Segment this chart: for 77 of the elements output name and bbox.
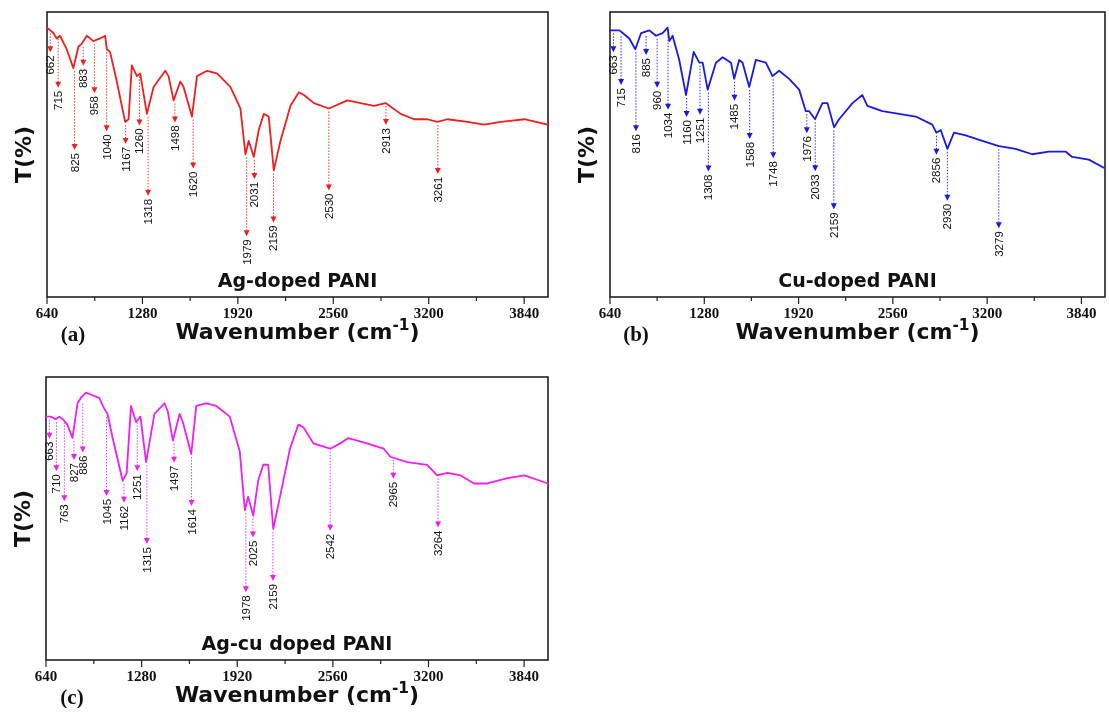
annotation: 1167 bbox=[119, 146, 132, 172]
annotation: 1620 bbox=[187, 171, 200, 198]
annotation: 2913 bbox=[379, 128, 392, 154]
annotation: 816 bbox=[629, 134, 642, 154]
annotation: 1045 bbox=[100, 498, 113, 525]
annotation: 2159 bbox=[827, 212, 840, 238]
annotation: 2159 bbox=[266, 583, 279, 610]
annotation: 883 bbox=[77, 68, 90, 89]
annotation: 715 bbox=[52, 90, 65, 110]
annotation: 2530 bbox=[322, 193, 335, 220]
y-axis-title: T(%) bbox=[11, 125, 36, 184]
annotation: 710 bbox=[50, 474, 63, 494]
annotation: 2930 bbox=[941, 203, 954, 230]
annotation: 1588 bbox=[743, 141, 756, 168]
annotation: 958 bbox=[88, 96, 101, 116]
text: Cu-doped PANI bbox=[778, 269, 937, 291]
annotation: 2033 bbox=[809, 174, 822, 200]
x-tick-label: 3200 bbox=[413, 668, 444, 684]
annotation: 1978 bbox=[239, 595, 252, 621]
annotation: 2031 bbox=[248, 181, 261, 208]
annotation: 1318 bbox=[142, 198, 155, 225]
annotation: 2965 bbox=[387, 481, 400, 508]
annotation: 2159 bbox=[267, 225, 280, 252]
annotation: 1498 bbox=[168, 125, 181, 151]
annotation: 2856 bbox=[930, 157, 943, 184]
annotation: 2542 bbox=[324, 533, 337, 560]
text: (b) bbox=[623, 322, 649, 346]
text: (c) bbox=[60, 685, 84, 709]
y-axis-title: T(%) bbox=[10, 489, 35, 548]
y-axis-title: T(%) bbox=[574, 125, 599, 184]
annotation: 960 bbox=[651, 90, 664, 110]
annotation: 1034 bbox=[662, 112, 675, 139]
annotation: 3264 bbox=[432, 529, 445, 557]
x-tick-label: 1280 bbox=[127, 305, 158, 321]
annotation: 885 bbox=[640, 58, 653, 78]
text: Ag-doped PANI bbox=[217, 269, 378, 291]
x-tick-label: 640 bbox=[34, 668, 58, 684]
text: Ag-cu doped PANI bbox=[201, 632, 393, 654]
annotation: 2025 bbox=[246, 540, 259, 567]
annotation: 1485 bbox=[728, 103, 741, 130]
annotation: 662 bbox=[44, 55, 57, 75]
annotation: 1748 bbox=[767, 161, 780, 187]
annotation: 1040 bbox=[100, 134, 113, 160]
x-tick-label: 1920 bbox=[222, 668, 253, 684]
x-tick-label: 3840 bbox=[1066, 305, 1097, 321]
x-tick-label: 1920 bbox=[783, 305, 814, 321]
annotation: 1308 bbox=[702, 174, 715, 201]
annotation: 1979 bbox=[240, 239, 253, 265]
annotation: 1315 bbox=[140, 547, 153, 573]
annotation: 1160 bbox=[680, 120, 693, 145]
x-tick-label: 3840 bbox=[509, 668, 540, 684]
annotation: 3279 bbox=[992, 231, 1005, 257]
annotation: 1614 bbox=[185, 508, 198, 535]
x-tick-label: 2560 bbox=[317, 668, 348, 684]
x-tick-label: 1280 bbox=[689, 305, 720, 321]
x-tick-label: 640 bbox=[35, 305, 59, 321]
annotation: 1497 bbox=[168, 465, 181, 492]
annotation: 825 bbox=[68, 153, 81, 173]
annotation: 663 bbox=[607, 55, 620, 75]
x-tick-label: 3200 bbox=[972, 305, 1003, 321]
annotation: 1251 bbox=[131, 474, 144, 500]
x-tick-label: 1920 bbox=[222, 305, 253, 321]
x-tick-label: 2560 bbox=[318, 305, 349, 321]
annotation: 1251 bbox=[694, 117, 707, 144]
annotation: 1976 bbox=[800, 136, 813, 162]
x-tick-label: 1280 bbox=[126, 668, 157, 684]
x-tick-label: 3840 bbox=[509, 305, 540, 321]
annotation: 1162 bbox=[117, 505, 130, 531]
annotation: 1260 bbox=[133, 128, 146, 155]
text: (a) bbox=[60, 322, 86, 346]
x-tick-label: 3200 bbox=[413, 305, 444, 321]
annotation: 663 bbox=[43, 441, 56, 461]
annotation: 763 bbox=[58, 504, 71, 524]
x-tick-label: 2560 bbox=[877, 305, 908, 321]
x-tick-label: 640 bbox=[598, 305, 622, 321]
annotation: 715 bbox=[615, 88, 628, 108]
annotation: 3261 bbox=[431, 176, 444, 203]
